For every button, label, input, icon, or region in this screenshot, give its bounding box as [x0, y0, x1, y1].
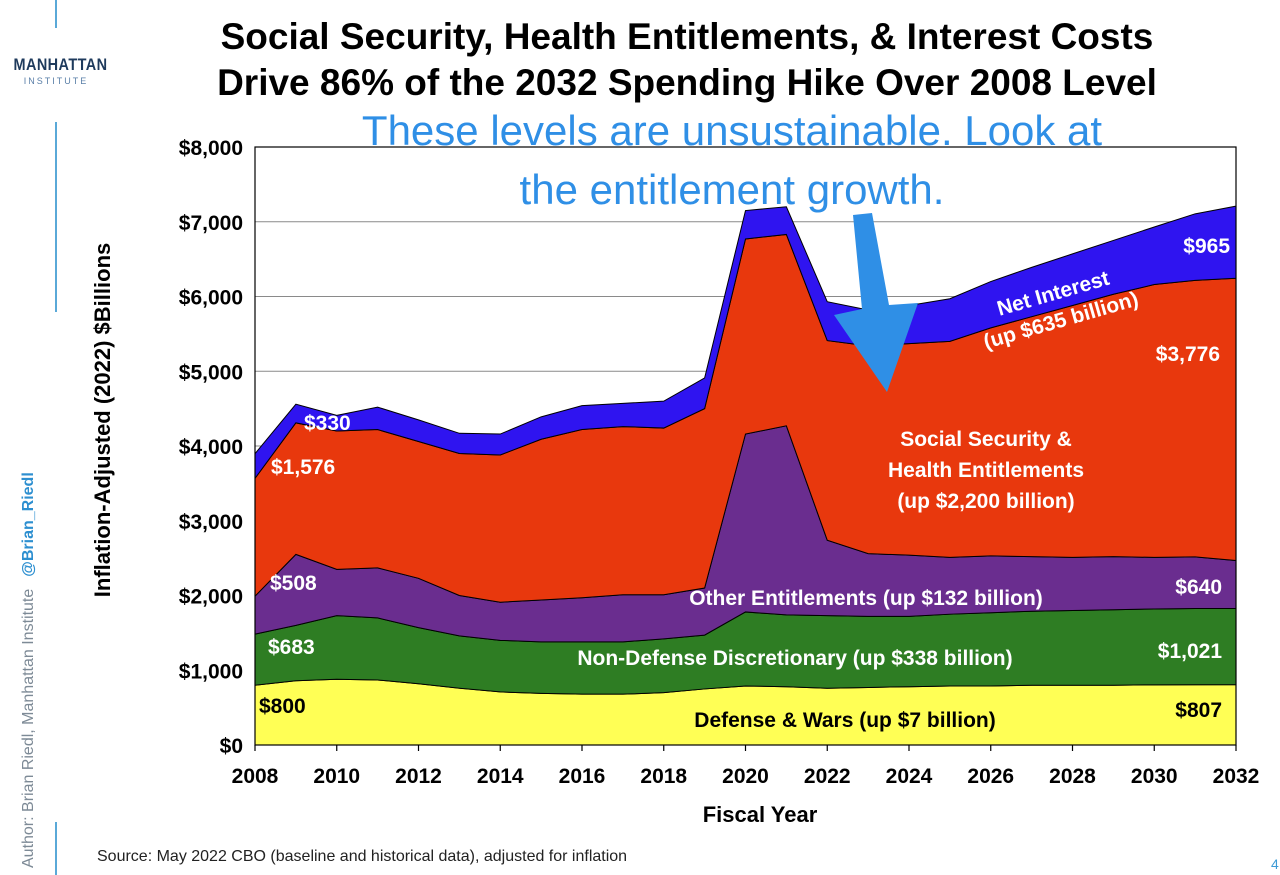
annotation-line-1: These levels are unsustainable. Look at — [362, 107, 1102, 154]
end-value-label: $1,021 — [1158, 640, 1223, 663]
logo-sub: INSTITUTE — [23, 76, 89, 86]
source-note: Source: May 2022 CBO (baseline and histo… — [97, 848, 628, 865]
x-tick-label: 2008 — [232, 765, 279, 788]
y-tick-label: $3,000 — [179, 511, 243, 534]
x-tick-label: 2014 — [477, 765, 524, 788]
end-value-label: $965 — [1183, 235, 1230, 258]
x-tick-label: 2016 — [559, 765, 606, 788]
y-tick-label: $7,000 — [179, 212, 243, 235]
end-value-label: $807 — [1175, 699, 1222, 722]
manhattan-institute-logo: MANHATTAN INSTITUTE — [6, 55, 108, 86]
value-labels: $800 $807 $683 $1,021 $508 $640 $1,576 $3,776 $3… — [259, 235, 1230, 722]
x-tick-label: 2020 — [722, 765, 769, 788]
annotation: These levels are unsustainable. Look at … — [362, 107, 1102, 392]
y-tick-label: $0 — [220, 735, 243, 758]
y-tick-labels: $0 $1,000 $2,000 $3,000 $4,000 $5,000 $6,000 $7… — [179, 137, 243, 758]
y-axis-label: Inflation-Adjusted (2022) $Billions — [90, 243, 115, 597]
series-label-non-defense: Non-Defense Discretionary (up $338 billi… — [577, 647, 1012, 670]
accent-line-bottom — [55, 822, 57, 875]
y-tick-label: $8,000 — [179, 137, 243, 160]
y-tick-label: $6,000 — [179, 287, 243, 310]
series-label-other-entitlements: Other Entitlements (up $132 billion) — [689, 587, 1043, 610]
x-tick-label: 2012 — [395, 765, 442, 788]
series-areas — [254, 205, 1237, 746]
x-tick-label: 2026 — [967, 765, 1014, 788]
annotation-line-2: the entitlement growth. — [520, 166, 945, 213]
x-tick-label: 2028 — [1049, 765, 1096, 788]
start-value-label: $800 — [259, 695, 306, 718]
x-tick-label: 2024 — [886, 765, 933, 788]
series-label-social-security-line: (up $2,200 billion) — [897, 490, 1074, 513]
title-line-1: Social Security, Health Entitlements, & … — [220, 16, 1154, 57]
start-value-label: $508 — [270, 572, 317, 595]
x-axis-label: Fiscal Year — [703, 802, 818, 827]
x-tick-label: 2032 — [1213, 765, 1260, 788]
x-tick-label: 2030 — [1131, 765, 1178, 788]
end-value-label: $640 — [1175, 576, 1222, 599]
series-label-social-security-line: Health Entitlements — [888, 459, 1084, 482]
series-label-social-security-line: Social Security & — [900, 428, 1072, 451]
series-label-social-security: Social Security & Health Entitlements (up … — [888, 428, 1084, 513]
start-value-label: $683 — [268, 636, 315, 659]
chart-title: Social Security, Health Entitlements, & … — [112, 14, 1262, 106]
x-tick-label: 2010 — [313, 765, 360, 788]
y-tick-label: $5,000 — [179, 361, 243, 384]
end-value-label: $3,776 — [1156, 343, 1220, 366]
accent-line-top — [55, 0, 57, 28]
y-tick-label: $2,000 — [179, 586, 243, 609]
title-line-2: Drive 86% of the 2032 Spending Hike Over… — [217, 62, 1157, 103]
series-label-defense: Defense & Wars (up $7 billion) — [694, 709, 995, 732]
start-value-label: $330 — [304, 412, 351, 435]
x-tick-label: 2022 — [804, 765, 851, 788]
logo-name: MANHATTAN — [13, 55, 108, 74]
annotation-arrow — [834, 213, 918, 392]
page-number: 4 — [1271, 856, 1279, 872]
x-tick-labels: 2008 2010 2012 2014 2016 2018 2020 2022 2024 2026… — [232, 745, 1260, 788]
accent-line-mid — [55, 122, 57, 312]
x-tick-label: 2018 — [640, 765, 687, 788]
start-value-label: $1,576 — [271, 456, 335, 479]
y-tick-label: $1,000 — [179, 660, 243, 683]
y-tick-label: $4,000 — [179, 436, 243, 459]
